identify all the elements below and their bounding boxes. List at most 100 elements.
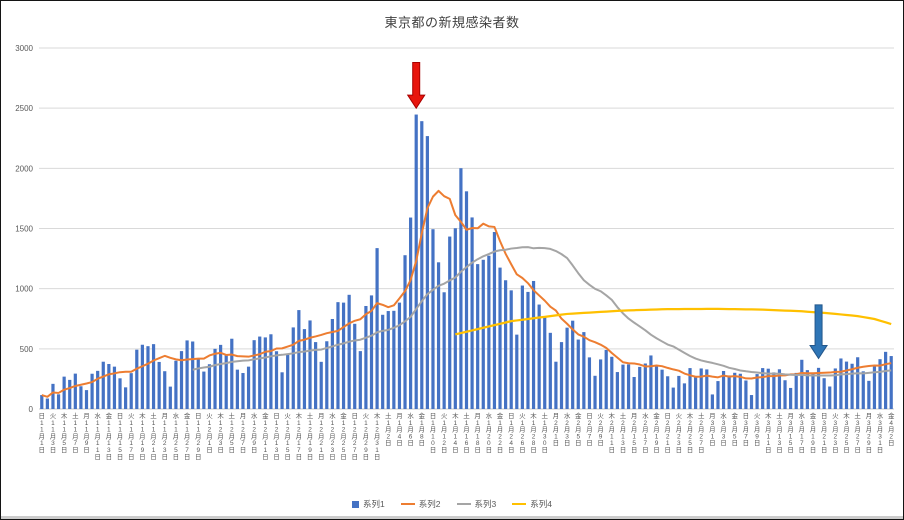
red-arrow (406, 61, 426, 110)
svg-text:2500: 2500 (15, 104, 33, 113)
legend-label-series2: 系列2 (418, 499, 441, 509)
y-axis-labels: 0 500 1000 1500 2000 2500 3000 (15, 44, 33, 414)
legend-label-series4: 系列4 (530, 499, 552, 509)
legend-label-series3: 系列3 (474, 499, 497, 509)
svg-text:500: 500 (20, 345, 34, 354)
line-series2 (41, 189, 892, 398)
legend-item-series3[interactable]: 系列3 (456, 498, 497, 510)
svg-text:2000: 2000 (15, 164, 33, 173)
legend-marker-line-icon (400, 503, 415, 505)
legend-item-series4[interactable]: 系列4 (512, 498, 552, 510)
x-axis-labels: 日 1 1 月 1 日火 1 1 月 3 日木 1 1 月 5 日土 1 1 月 7 日月 1 1 月 9 日水 1 1 月 1 1 日金 1 1… (39, 411, 895, 461)
chart-legend: 系列1 系列2 系列3 系列4 (1, 498, 903, 510)
window-bottom-edge (1, 516, 903, 519)
legend-label-series1: 系列1 (363, 499, 385, 509)
blue-arrow (809, 304, 828, 360)
svg-text:1000: 1000 (15, 285, 33, 294)
legend-item-series2[interactable]: 系列2 (400, 498, 441, 510)
legend-marker-line-icon (456, 503, 471, 505)
legend-item-series1[interactable]: 系列1 (352, 498, 385, 510)
bars-series1 (40, 114, 893, 410)
line-series3 (192, 246, 892, 377)
svg-text:3000: 3000 (15, 44, 33, 53)
svg-text:1500: 1500 (15, 225, 33, 234)
svg-text:0: 0 (29, 405, 34, 414)
chart-title: 東京都の新規感染者数 (384, 15, 520, 30)
